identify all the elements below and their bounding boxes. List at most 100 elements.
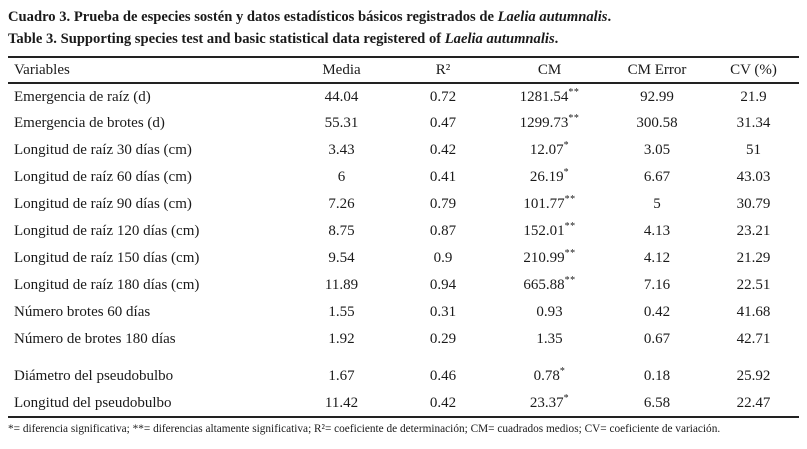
cell-cv: 30.79 [736, 196, 771, 212]
cell-variable: Longitud de raíz 60 días (cm) [14, 169, 192, 185]
cell-media: 8.75 [328, 223, 355, 239]
species-name-italic: Laelia autumnalis [497, 9, 608, 25]
column-header: Variables [14, 61, 70, 78]
cell-cm: 1299.73** [519, 113, 580, 132]
cell-variable: Longitud del pseudobulbo [14, 394, 172, 411]
cell-cm: 12.07* [529, 140, 570, 159]
table-row: Longitud de raíz 180 días (cm) 11.89 0.94 6… [8, 272, 799, 299]
cell-cm: 210.99** [523, 248, 576, 267]
caption-es-period: . [607, 9, 612, 25]
cell-variable: Longitud de raíz 180 días (cm) [14, 277, 200, 293]
table-header: Variables Media R² CM CM Error CV (%) [8, 57, 799, 83]
cell-variable: Número brotes 60 días [14, 304, 151, 320]
cell-cm-error: 6.67 [643, 169, 671, 185]
cell-cm-error: 0.67 [643, 331, 671, 347]
cell-cv: 21.29 [736, 250, 771, 266]
cell-cm: 0.93 [536, 304, 563, 320]
cell-cv: 21.9 [740, 88, 767, 105]
cell-media: 55.31 [324, 115, 359, 131]
column-header: R² [435, 61, 451, 78]
table-row: Número brotes 60 días 1.55 0.31 0.93 0.42 41.… [8, 299, 799, 326]
cell-cv: 42.71 [736, 331, 771, 347]
cell-variable: Longitud de raíz 150 días (cm) [14, 250, 200, 266]
cell-variable: Número de brotes 180 días [14, 331, 176, 347]
table-row: Emergencia de raíz (d) 44.04 0.72 1281.54**… [8, 83, 799, 110]
cell-r2: 0.87 [429, 223, 457, 239]
cell-cm-error: 5 [653, 196, 661, 212]
cell-cm: 23.37* [529, 392, 570, 411]
cell-variable: Emergencia de raíz (d) [14, 88, 151, 105]
cell-media: 1.67 [328, 367, 355, 384]
cell-cm-error: 3.05 [643, 142, 671, 158]
table-footnote: *= diferencia significativa; **= diferen… [8, 423, 721, 435]
cell-r2: 0.41 [429, 169, 457, 185]
table-caption: Cuadro 3. Prueba de especies sostén y da… [8, 6, 799, 50]
cell-cm-error: 92.99 [640, 88, 674, 105]
cell-variable: Longitud de raíz 30 días (cm) [14, 142, 192, 158]
table-row: Longitud de raíz 120 días (cm) 8.75 0.87 15… [8, 218, 799, 245]
cell-cv: 22.51 [736, 277, 771, 293]
significance-marker: ** [564, 194, 576, 205]
column-header: CV (%) [730, 61, 777, 78]
cell-media: 3.43 [328, 142, 355, 158]
cell-cv: 51 [746, 142, 761, 158]
significance-marker: * [563, 167, 570, 178]
caption-es-text: Cuadro 3. Prueba de especies sostén y da… [8, 9, 498, 25]
cell-cm-error: 4.13 [643, 223, 671, 239]
significance-marker: * [559, 365, 566, 377]
cell-cm: 1.35 [536, 331, 563, 347]
cell-cv: 23.21 [736, 223, 771, 239]
cell-cm-error: 300.58 [636, 115, 678, 131]
column-header: CM [537, 61, 562, 78]
table-row: Longitud de raíz 150 días (cm) 9.54 0.9 210… [8, 245, 799, 272]
cell-cm-error: 7.16 [643, 277, 671, 293]
cell-media: 11.89 [324, 277, 359, 293]
table-row: Longitud de raíz 60 días (cm) 6 0.41 26.19*… [8, 164, 799, 191]
cell-media: 11.42 [324, 394, 359, 411]
cell-cm: 152.01** [523, 221, 576, 240]
cell-r2: 0.31 [429, 304, 457, 320]
caption-en-text: Table 3. Supporting species test and bas… [8, 31, 445, 47]
cell-r2: 0.79 [429, 196, 457, 212]
statistics-table: Variables Media R² CM CM Error CV (%) Emergen… [8, 56, 799, 418]
table-row: Longitud de raíz 30 días (cm) 3.43 0.42 12.… [8, 137, 799, 164]
table-row: Emergencia de brotes (d) 55.31 0.47 1299.73… [8, 110, 799, 137]
cell-cm-error: 4.12 [643, 250, 671, 266]
cell-r2: 0.29 [429, 331, 457, 347]
significance-marker: * [563, 392, 570, 404]
cell-cm: 1281.54** [519, 86, 580, 105]
table-row: Longitud de raíz 90 días (cm) 7.26 0.79 101… [8, 191, 799, 218]
column-header: CM Error [627, 61, 687, 78]
cell-media: 6 [337, 169, 346, 185]
table-body: Emergencia de raíz (d) 44.04 0.72 1281.54**… [8, 83, 799, 417]
cell-media: 44.04 [324, 88, 359, 105]
significance-marker: ** [564, 248, 576, 259]
cell-r2: 0.9 [433, 250, 453, 266]
cell-cv: 41.68 [736, 304, 771, 320]
cell-media: 1.55 [328, 304, 355, 320]
column-header: Media [322, 61, 361, 78]
cell-r2: 0.46 [429, 367, 457, 384]
cell-media: 1.92 [328, 331, 355, 347]
table-row: Diámetro del pseudobulbo 1.67 0.46 0.78* 0.1… [8, 353, 799, 390]
cell-variable: Emergencia de brotes (d) [14, 115, 165, 131]
cell-r2: 0.42 [429, 142, 457, 158]
cell-variable: Longitud de raíz 90 días (cm) [14, 196, 192, 212]
cell-cm: 26.19* [529, 167, 570, 186]
cell-cv: 25.92 [736, 367, 771, 384]
cell-cv: 22.47 [736, 394, 771, 411]
cell-cm: 101.77** [523, 194, 576, 213]
significance-marker: ** [564, 275, 576, 286]
significance-marker: ** [568, 86, 580, 98]
caption-spanish: Cuadro 3. Prueba de especies sostén y da… [8, 6, 799, 28]
cell-r2: 0.94 [429, 277, 457, 293]
significance-marker: * [563, 140, 570, 151]
cell-r2: 0.72 [429, 88, 457, 105]
table-row: Longitud del pseudobulbo 11.42 0.42 23.37* 6… [8, 390, 799, 417]
cell-cm-error: 0.18 [643, 367, 671, 384]
cell-cv: 43.03 [736, 169, 771, 185]
caption-english: Table 3. Supporting species test and bas… [8, 28, 799, 50]
significance-marker: ** [564, 221, 576, 232]
cell-cm-error: 0.42 [643, 304, 671, 320]
